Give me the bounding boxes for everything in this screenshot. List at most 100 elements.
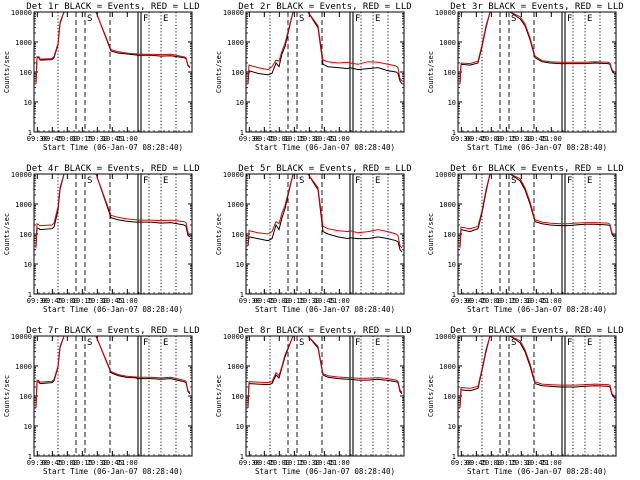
x-tick-label: 10:15 — [496, 459, 517, 467]
panel-title: Det 8r BLACK = Events, RED = LLD — [238, 326, 411, 336]
x-tick-label: 10:45 — [314, 459, 335, 467]
x-axis-label: Start Time (06-Jan-07 08:28:40) — [255, 143, 395, 152]
series-group — [459, 12, 615, 84]
panel-det-4r: Det 4r BLACK = Events, RED = LLD Counts/s… — [3, 164, 200, 314]
y-tick-label: 1000 — [439, 201, 456, 209]
y-tick-label: 1 — [240, 129, 244, 137]
x-tick-label: 10:30 — [299, 297, 320, 305]
panel-title: Det 2r BLACK = Events, RED = LLD — [238, 2, 411, 12]
marker-label: E — [163, 14, 168, 24]
y-tick-label: 10 — [24, 261, 32, 269]
y-tick-label: 100 — [231, 231, 244, 239]
series-line-lld — [247, 12, 403, 83]
x-tick-label: 10:45 — [526, 135, 547, 143]
x-tick-label: 10:30 — [299, 459, 320, 467]
marker-label: E — [587, 176, 592, 186]
plot-frame — [457, 173, 617, 295]
x-tick-label: 11:00 — [117, 135, 138, 143]
marker-label: E — [375, 14, 380, 24]
x-tick-label: 09:45 — [254, 297, 275, 305]
series-line-events — [35, 336, 191, 408]
marker-label: E — [587, 338, 592, 348]
series-line-events — [247, 12, 403, 85]
x-tick-label: 10:00 — [269, 297, 290, 305]
y-tick-label: 100 — [19, 69, 32, 77]
series-line-events — [459, 174, 615, 248]
y-tick-label: 10000 — [223, 171, 244, 179]
x-tick-label: 10:45 — [526, 459, 547, 467]
series-group — [247, 174, 403, 253]
x-axis-label: Start Time (06-Jan-07 08:28:40) — [43, 143, 183, 152]
series-line-lld — [247, 174, 403, 249]
series-line-events — [35, 12, 191, 84]
y-tick-label: 1000 — [439, 39, 456, 47]
x-tick-label: 10:00 — [57, 135, 78, 143]
x-tick-label: 09:45 — [466, 459, 487, 467]
panel-det-8r: Det 8r BLACK = Events, RED = LLD Counts/s… — [215, 326, 412, 476]
y-tick-label: 10 — [448, 423, 456, 431]
series-group — [35, 174, 191, 248]
x-tick-label: 09:30 — [239, 297, 260, 305]
x-tick-label: 09:30 — [27, 135, 48, 143]
x-tick-label: 10:30 — [511, 297, 532, 305]
y-tick-label: 10 — [236, 423, 244, 431]
marker-label: E — [587, 14, 592, 24]
y-tick-label: 1 — [240, 453, 244, 461]
x-tick-label: 10:30 — [511, 459, 532, 467]
panel-det-5r: Det 5r BLACK = Events, RED = LLD Counts/s… — [215, 164, 412, 314]
y-tick-label: 10 — [236, 261, 244, 269]
y-tick-label: 1000 — [15, 201, 32, 209]
x-tick-label: 10:30 — [87, 297, 108, 305]
panel-title: Det 6r BLACK = Events, RED = LLD — [450, 164, 623, 174]
series-group — [459, 336, 615, 408]
y-tick-label: 10000 — [11, 333, 32, 341]
plot-frame — [245, 335, 405, 457]
series-group — [35, 12, 191, 84]
series-line-lld — [247, 336, 403, 407]
series-line-lld — [459, 336, 615, 408]
y-tick-label: 10 — [24, 99, 32, 107]
series-line-events — [35, 174, 191, 248]
x-tick-label: 11:00 — [117, 297, 138, 305]
y-tick-label: 10 — [236, 99, 244, 107]
x-tick-label: 09:30 — [239, 459, 260, 467]
panel-title: Det 3r BLACK = Events, RED = LLD — [450, 2, 623, 12]
x-axis-label: Start Time (06-Jan-07 08:28:40) — [255, 305, 395, 314]
y-tick-label: 10 — [24, 423, 32, 431]
series-line-lld — [459, 12, 615, 84]
marker-label: S — [299, 14, 304, 24]
y-axis-label: Counts/sec — [215, 375, 223, 417]
x-tick-label: 10:30 — [87, 459, 108, 467]
x-axis-label: Start Time (06-Jan-07 08:28:40) — [255, 467, 395, 476]
x-tick-label: 09:45 — [254, 135, 275, 143]
y-tick-label: 100 — [443, 393, 456, 401]
y-tick-label: 10000 — [223, 9, 244, 17]
y-tick-label: 10000 — [11, 9, 32, 17]
y-tick-label: 10 — [448, 99, 456, 107]
x-tick-label: 11:00 — [541, 297, 562, 305]
y-axis-label: Counts/sec — [427, 375, 435, 417]
x-tick-label: 10:15 — [72, 135, 93, 143]
x-tick-label: 10:00 — [481, 459, 502, 467]
x-tick-label: 11:00 — [541, 135, 562, 143]
x-tick-label: 09:45 — [42, 459, 63, 467]
panel-title: Det 9r BLACK = Events, RED = LLD — [450, 326, 623, 336]
x-tick-label: 10:00 — [269, 135, 290, 143]
marker-label: S — [87, 338, 92, 348]
y-tick-label: 100 — [19, 393, 32, 401]
x-tick-label: 10:00 — [57, 297, 78, 305]
panel-title: Det 4r BLACK = Events, RED = LLD — [26, 164, 199, 174]
plot-frame — [245, 173, 405, 295]
x-tick-label: 10:15 — [284, 135, 305, 143]
marker-label: F — [143, 338, 148, 348]
marker-label: F — [355, 176, 360, 186]
y-tick-label: 1 — [452, 129, 456, 137]
x-tick-label: 10:15 — [72, 297, 93, 305]
x-tick-label: 10:15 — [284, 459, 305, 467]
x-tick-label: 10:45 — [314, 297, 335, 305]
marker-label: F — [567, 176, 572, 186]
panel-title: Det 7r BLACK = Events, RED = LLD — [26, 326, 199, 336]
marker-label: F — [355, 14, 360, 24]
x-tick-label: 09:30 — [451, 459, 472, 467]
x-tick-label: 10:30 — [87, 135, 108, 143]
